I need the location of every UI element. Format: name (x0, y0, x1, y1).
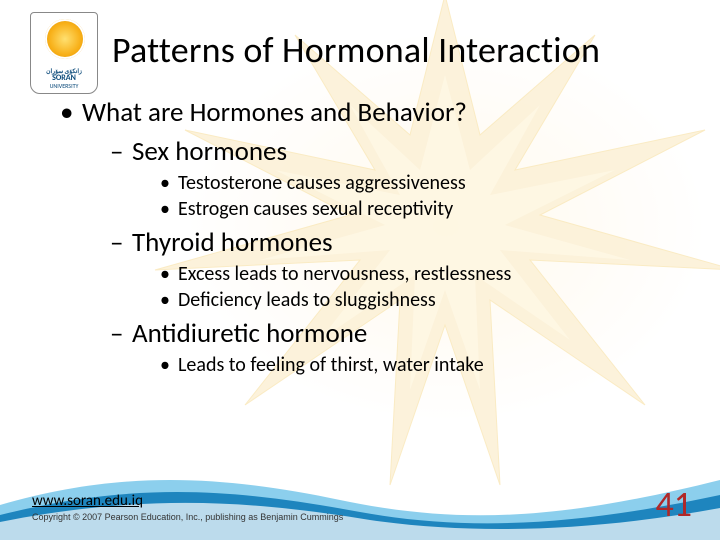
bullet-level1: What are Hormones and Behavior? Sex horm… (60, 96, 690, 378)
sub2-label: Antidiuretic hormone (132, 317, 367, 350)
sub1-item0: Excess leads to nervousness, restlessnes… (178, 262, 511, 286)
bullet-level2: Antidiuretic hormone Leads to feeling of… (110, 317, 690, 378)
page-number: 41 (656, 482, 693, 526)
bullet-level3: Estrogen causes sexual receptivity (160, 196, 690, 222)
bullet-level2: Sex hormones Testosterone causes aggress… (110, 135, 690, 222)
bullet-level3: Leads to feeling of thirst, water intake (160, 352, 690, 378)
sub1-label: Thyroid hormones (132, 226, 333, 259)
slide-content: Patterns of Hormonal Interaction What ar… (0, 0, 720, 540)
bullet1-text: What are Hormones and Behavior? (82, 96, 467, 129)
logo-line2: UNIVERSITY (31, 83, 97, 89)
bullet-level2: Thyroid hormones Excess leads to nervous… (110, 226, 690, 313)
bullet-level3: Testosterone causes aggressiveness (160, 170, 690, 196)
footer-link[interactable]: www.soran.edu.iq (32, 492, 143, 510)
footer-copyright: Copyright © 2007 Pearson Education, Inc.… (32, 512, 343, 522)
sub0-item0: Testosterone causes aggressiveness (178, 171, 466, 195)
sub2-item0: Leads to feeling of thirst, water intake (178, 353, 484, 377)
university-logo: زانكۆى سۆران SORAN UNIVERSITY (30, 12, 98, 94)
bullet-level3: Deficiency leads to sluggishness (160, 287, 690, 313)
slide-title: Patterns of Hormonal Interaction (30, 28, 690, 72)
sub0-item1: Estrogen causes sexual receptivity (178, 197, 453, 221)
sub1-item1: Deficiency leads to sluggishness (178, 288, 436, 312)
sub0-label: Sex hormones (132, 135, 287, 168)
bullet-level3: Excess leads to nervousness, restlessnes… (160, 261, 690, 287)
